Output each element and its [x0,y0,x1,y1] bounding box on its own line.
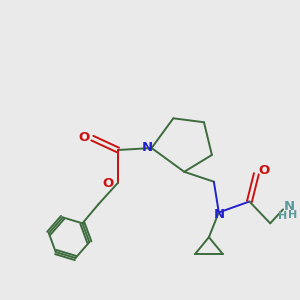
Text: H: H [278,212,288,221]
Text: N: N [142,140,153,154]
Text: O: O [103,177,114,190]
Text: O: O [259,164,270,177]
Text: N: N [214,208,225,221]
Text: O: O [79,130,90,144]
Text: N: N [284,200,295,213]
Text: H: H [288,210,298,220]
